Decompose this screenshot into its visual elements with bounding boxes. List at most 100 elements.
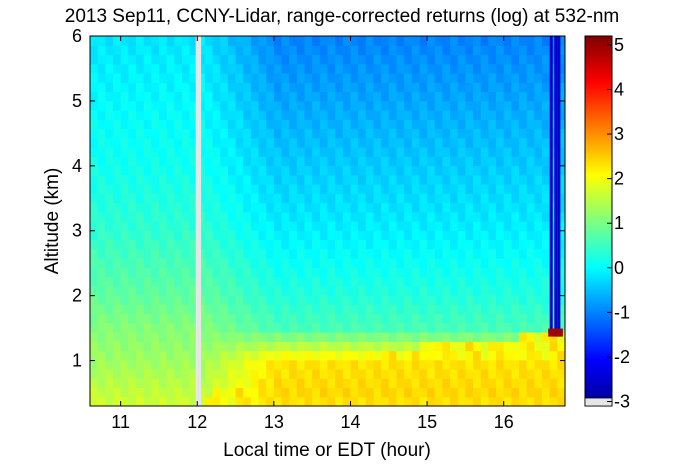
heatmap-cell: [335, 387, 344, 398]
heatmap-cell: [496, 239, 505, 250]
heatmap-cell: [151, 313, 160, 324]
heatmap-cell: [296, 304, 306, 315]
heatmap-cell: [511, 369, 520, 379]
heatmap-cell: [519, 54, 528, 65]
heatmap-cell: [404, 230, 413, 241]
heatmap-cell: [166, 193, 175, 204]
heatmap-cell: [542, 73, 551, 83]
heatmap-cell: [304, 387, 313, 398]
heatmap-cell: [166, 184, 175, 194]
heatmap-cell: [327, 54, 336, 65]
heatmap-cell: [281, 202, 290, 213]
heatmap-cell: [519, 258, 528, 268]
heatmap-cell: [335, 91, 344, 102]
heatmap-cell: [473, 202, 482, 213]
heatmap-cell: [243, 193, 252, 204]
heatmap-cell: [557, 73, 565, 83]
heatmap-cell: [166, 322, 175, 333]
heatmap-cell: [488, 258, 497, 268]
heatmap-cell: [480, 248, 489, 259]
heatmap-cell: [473, 230, 482, 241]
heatmap-cell: [358, 193, 367, 204]
heatmap-cell: [212, 295, 221, 305]
heatmap-cell: [204, 313, 214, 324]
heatmap-cell: [243, 350, 252, 361]
heatmap-cell: [442, 156, 451, 167]
heatmap-cell: [473, 63, 482, 74]
heatmap-cell: [473, 100, 482, 111]
heatmap-cell: [404, 202, 413, 213]
heatmap-cell: [542, 387, 551, 398]
heatmap-cell: [373, 267, 382, 278]
heatmap-cell: [105, 350, 114, 361]
heatmap-cell: [350, 322, 359, 333]
heatmap-cell: [511, 230, 520, 241]
heatmap-cell: [204, 45, 214, 56]
heatmap-cell: [304, 184, 313, 194]
heatmap-cell: [373, 258, 382, 268]
heatmap-cell: [335, 202, 344, 213]
heatmap-cell: [243, 119, 252, 130]
heatmap-cell: [243, 156, 252, 167]
heatmap-cell: [557, 276, 565, 287]
heatmap-cell: [526, 295, 535, 305]
heatmap-cell: [388, 295, 398, 305]
heatmap-cell: [227, 239, 237, 250]
heatmap-cell: [327, 304, 336, 315]
heatmap-cell: [434, 276, 444, 287]
heatmap-cell: [335, 174, 344, 185]
heatmap-cell: [542, 82, 551, 93]
heatmap-cell: [549, 230, 558, 241]
heatmap-cell: [549, 332, 558, 342]
heatmap-cell: [488, 193, 497, 204]
heatmap-cell: [442, 63, 451, 74]
heatmap-cell: [227, 45, 237, 56]
heatmap-cell: [158, 350, 168, 361]
heatmap-cell: [503, 137, 512, 148]
heatmap-cell: [488, 128, 497, 139]
heatmap-cell: [158, 230, 168, 241]
heatmap-cell: [358, 350, 367, 361]
heatmap-cell: [166, 63, 175, 74]
heatmap-cell: [296, 193, 306, 204]
heatmap-cell: [304, 359, 313, 370]
heatmap-cell: [281, 54, 290, 65]
heatmap-cell: [90, 248, 99, 259]
heatmap-cell: [350, 82, 359, 93]
heatmap-cell: [197, 396, 206, 406]
heatmap-cell: [166, 248, 175, 259]
heatmap-cell: [327, 248, 336, 259]
heatmap-cell: [365, 184, 375, 194]
heatmap-cell: [411, 174, 421, 185]
heatmap-cell: [120, 396, 129, 406]
heatmap-cell: [542, 313, 551, 324]
heatmap-cell: [151, 230, 160, 241]
heatmap-cell: [450, 100, 459, 111]
heatmap-cell: [120, 82, 129, 93]
heatmap-cell: [166, 202, 175, 213]
heatmap-cell: [342, 396, 352, 406]
heatmap-cell: [258, 137, 267, 148]
heatmap-cell: [250, 378, 260, 389]
heatmap-cell: [534, 221, 543, 231]
heatmap-cell: [135, 73, 145, 83]
heatmap-cell: [312, 193, 321, 204]
heatmap-cell: [105, 63, 114, 74]
heatmap-cell: [473, 193, 482, 204]
heatmap-cell: [289, 156, 298, 167]
heatmap-cell: [319, 165, 329, 176]
heatmap-cell: [281, 248, 290, 259]
heatmap-cell: [488, 359, 497, 370]
heatmap-cell: [220, 221, 229, 231]
heatmap-cell: [473, 267, 482, 278]
heatmap-cell: [220, 396, 229, 406]
heatmap-cell: [465, 332, 474, 342]
heatmap-cell: [174, 295, 183, 305]
heatmap-cell: [128, 36, 137, 46]
heatmap-cell: [549, 258, 558, 268]
heatmap-cell: [549, 165, 558, 176]
heatmap-cell: [197, 304, 206, 315]
heatmap-cell: [335, 396, 344, 406]
x-axis-label: Local time or EDT (hour): [223, 440, 431, 461]
heatmap-cell: [273, 73, 283, 83]
